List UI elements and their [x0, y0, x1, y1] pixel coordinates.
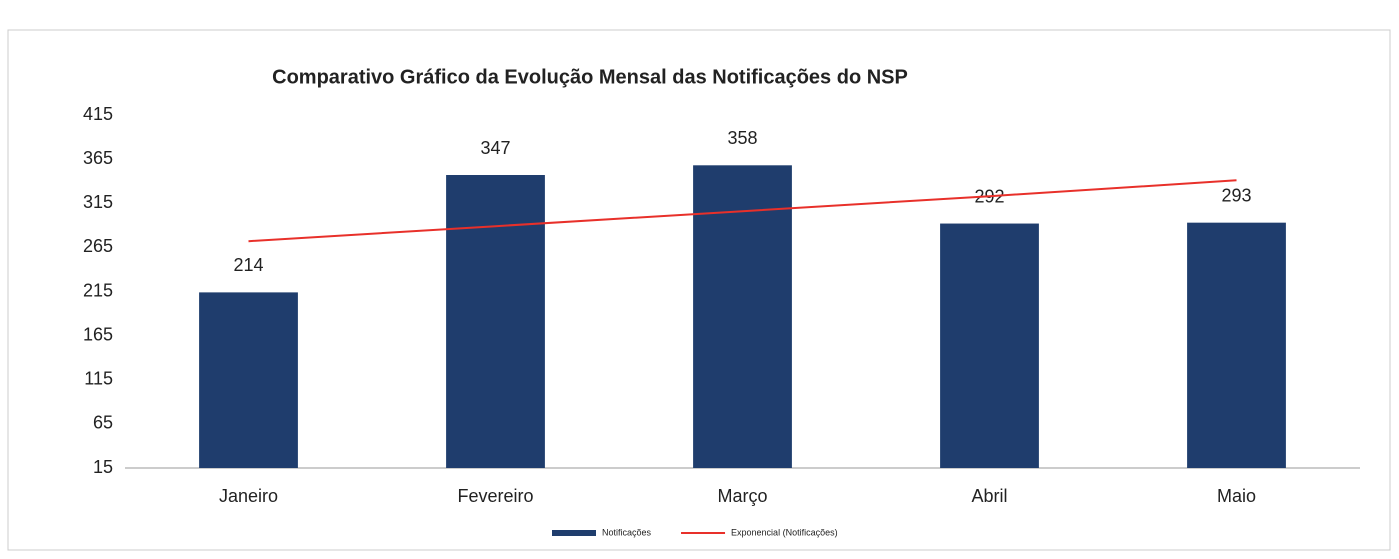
bar: [446, 175, 545, 468]
y-tick-label: 415: [83, 104, 113, 124]
bar: [693, 165, 792, 469]
legend-label: Notificações: [602, 527, 652, 537]
data-label: 358: [727, 128, 757, 148]
trend-line: [248, 179, 1237, 243]
y-tick-label: 215: [83, 280, 113, 300]
y-tick-label: 365: [83, 148, 113, 168]
y-tick-label: 65: [93, 413, 113, 433]
y-tick-label: 265: [83, 236, 113, 256]
chart-title: Comparativo Gráfico da Evolução Mensal d…: [272, 66, 908, 88]
bar: [1187, 222, 1286, 468]
y-tick-label: 165: [83, 324, 113, 344]
y-tick-label: 315: [83, 192, 113, 212]
x-tick-label: Fevereiro: [457, 486, 533, 506]
data-label: 293: [1221, 185, 1251, 205]
bar: [199, 292, 298, 468]
y-tick-label: 15: [93, 457, 113, 477]
bar: [940, 223, 1039, 468]
x-tick-label: Abril: [971, 486, 1007, 506]
y-tick-label: 115: [84, 369, 113, 389]
x-tick-label: Maio: [1217, 486, 1256, 506]
x-tick-label: Março: [717, 486, 767, 506]
legend-swatch: [552, 530, 596, 536]
legend-label: Exponencial (Notificações): [731, 527, 838, 537]
data-label: 214: [233, 255, 263, 275]
data-label: 347: [480, 138, 510, 158]
x-tick-label: Janeiro: [219, 486, 278, 506]
